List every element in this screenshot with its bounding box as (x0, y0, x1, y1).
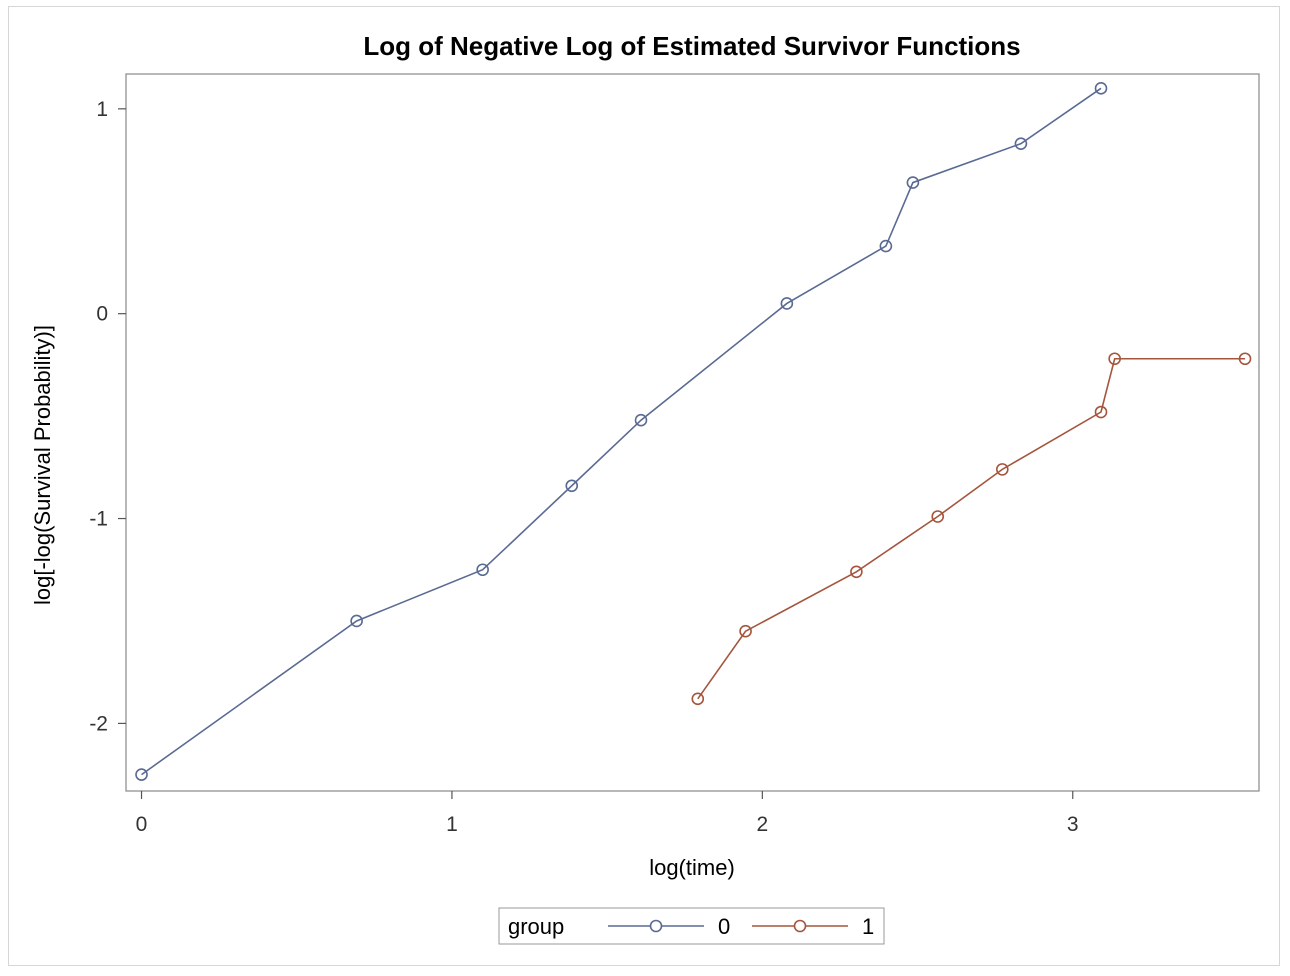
x-tick-label: 3 (1067, 813, 1079, 836)
y-tick-label: -1 (89, 508, 108, 531)
x-axis: 0 1 2 3 (136, 791, 1079, 836)
legend-entry-label: 1 (862, 914, 874, 939)
y-axis-label: log[-log(Survival Probability)] (30, 325, 55, 605)
plot-area (125, 73, 1260, 792)
data-point (691, 692, 705, 706)
data-point (476, 563, 489, 577)
series-0 (135, 82, 1108, 781)
data-point (634, 413, 648, 427)
data-point (1094, 405, 1108, 419)
data-point (565, 479, 579, 493)
figure-frame (8, 6, 1280, 966)
legend-entry-label: 0 (718, 914, 730, 939)
x-tick-label: 0 (136, 813, 148, 836)
data-point (739, 624, 752, 638)
y-tick-label: -2 (89, 712, 108, 735)
y-axis: 1 0 -1 -2 (89, 98, 126, 735)
plot-series (135, 82, 1252, 781)
y-tick-label: 1 (96, 98, 108, 121)
data-point (1014, 137, 1028, 150)
data-point (1238, 352, 1252, 366)
data-point (850, 565, 863, 579)
data-point (350, 614, 363, 628)
chart-title: Log of Negative Log of Estimated Survivo… (363, 31, 1020, 61)
legend-swatch-marker (649, 919, 663, 933)
data-point (780, 297, 794, 310)
data-point (879, 239, 893, 253)
legend-title: group (508, 914, 564, 939)
x-tick-label: 1 (446, 813, 458, 836)
series-line (141, 87, 1102, 776)
data-point (995, 463, 1009, 476)
x-axis-label: log(time) (649, 855, 735, 880)
data-point (1094, 82, 1108, 95)
series-line (697, 357, 1246, 700)
legend-swatch-marker (793, 919, 807, 933)
data-point (135, 768, 148, 781)
data-point (1108, 352, 1121, 366)
y-tick-label: 0 (96, 303, 108, 326)
data-point (906, 176, 920, 189)
series-1 (691, 352, 1252, 706)
x-tick-label: 2 (756, 813, 768, 836)
data-point (931, 510, 945, 523)
